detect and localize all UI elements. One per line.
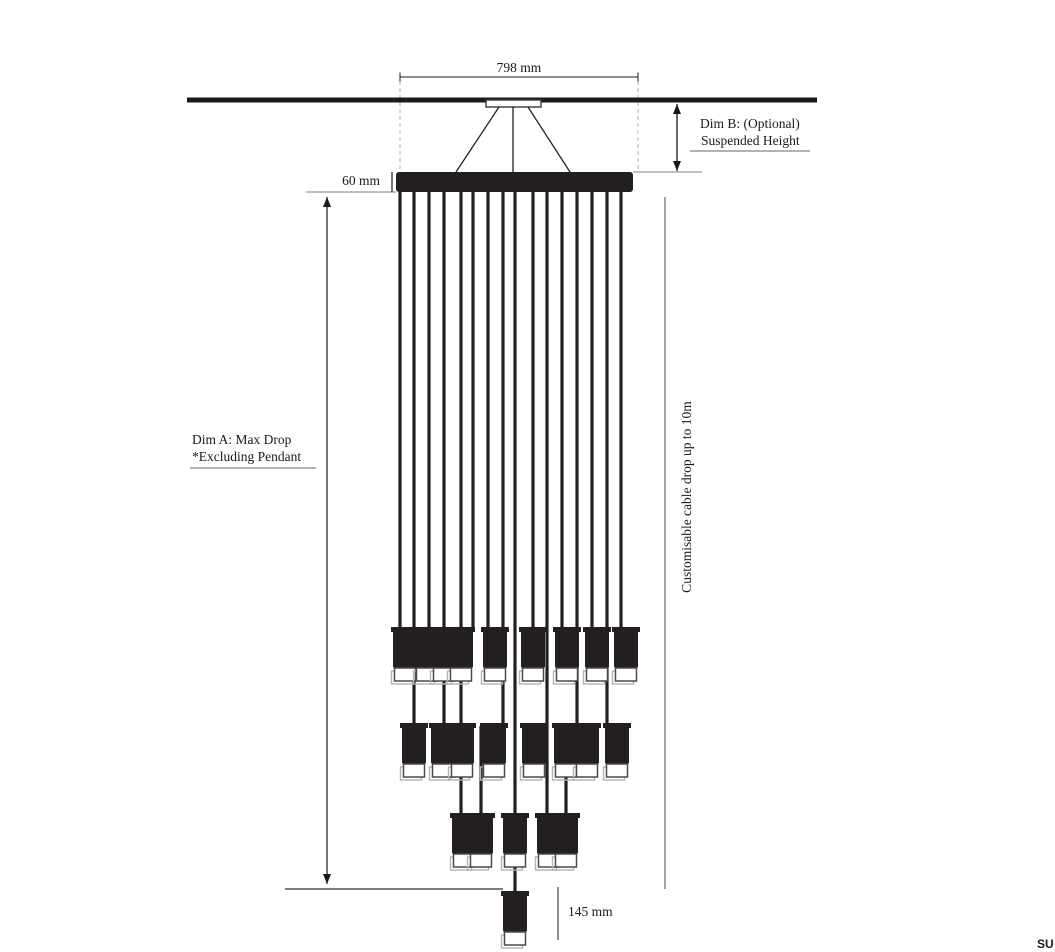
pendant-height-dimension-label: 145 mm <box>568 904 613 919</box>
pendant-body <box>449 630 473 668</box>
pendant-body <box>402 726 426 764</box>
pendant-row3 <box>551 813 580 871</box>
pendant-cap <box>391 627 419 632</box>
pendant-cap <box>603 723 631 728</box>
pendant-cap <box>413 627 441 632</box>
pendant-cap <box>447 627 475 632</box>
pendant-body <box>585 630 609 668</box>
pendant-diffuser <box>575 763 599 778</box>
dim-a-label-line1: Dim A: Max Drop <box>192 432 292 447</box>
pendant-cap <box>448 723 476 728</box>
pendant-body <box>521 630 545 668</box>
pendant-row1 <box>390 627 419 685</box>
bar-height-dimension-label: 60 mm <box>342 173 380 188</box>
pendant-row1 <box>582 627 611 685</box>
logo-text: SU <box>1037 937 1054 951</box>
pendant-row2 <box>602 723 631 781</box>
pendant-diffuser <box>503 853 527 868</box>
dim-b-arrowhead-bottom <box>673 161 681 171</box>
pendant-body <box>554 726 578 764</box>
pendant-diffuser <box>521 667 545 682</box>
pendant-body <box>431 726 455 764</box>
pendant-cap <box>553 627 581 632</box>
pendant-diffuser <box>605 763 629 778</box>
pendant-diffuser <box>554 853 578 868</box>
dim-b-label-line1: Dim B: (Optional) <box>700 116 800 131</box>
pendant-diffuser <box>614 667 638 682</box>
pendant-cap <box>501 891 529 896</box>
pendant-row4 <box>500 891 529 949</box>
pendant-body <box>575 726 599 764</box>
pendant-cap <box>467 813 495 818</box>
pendant-row1 <box>611 627 640 685</box>
pendant-cap <box>430 627 458 632</box>
pendant-row3 <box>466 813 495 871</box>
pendant-diffuser <box>555 667 579 682</box>
pendant-cap <box>519 627 547 632</box>
pendant-body <box>554 816 578 854</box>
pendant-body <box>503 816 527 854</box>
pendant-body <box>605 726 629 764</box>
pendant-cap <box>612 627 640 632</box>
pendant-body <box>614 630 638 668</box>
pendant-row1 <box>518 627 547 685</box>
dim-a-label-line2: *Excluding Pendant <box>192 449 302 464</box>
pendant-body <box>450 726 474 764</box>
pendant-row2 <box>428 723 457 781</box>
dim-a-arrowhead-top <box>323 197 331 207</box>
pendant-cap <box>520 723 548 728</box>
pendant-diffuser <box>585 667 609 682</box>
pendant-diffuser <box>450 763 474 778</box>
pendant-cap <box>450 813 478 818</box>
pendant-cap <box>481 627 509 632</box>
pendant-row2 <box>399 723 428 781</box>
pendant-row2 <box>479 723 508 781</box>
suspension-wire-3 <box>527 106 571 173</box>
pendant-row2 <box>447 723 476 781</box>
pendant-diffuser <box>469 853 493 868</box>
width-dimension-label: 798 mm <box>496 60 542 75</box>
pendant-cap <box>573 723 601 728</box>
pendant-cap <box>400 723 428 728</box>
pendant-body <box>522 726 546 764</box>
pendant-body <box>555 630 579 668</box>
pendant-body <box>469 816 493 854</box>
pendant-row2 <box>519 723 548 781</box>
pendant-diffuser <box>402 763 426 778</box>
pendant-diffuser <box>522 763 546 778</box>
pendant-body <box>482 726 506 764</box>
pendant-row1 <box>552 627 581 685</box>
pendant-body <box>393 630 417 668</box>
ceiling-canopy <box>485 99 542 108</box>
dim-b-label-line2: Suspended Height <box>701 133 800 148</box>
pendant-row3 <box>500 813 529 871</box>
pendant-row1 <box>480 627 509 685</box>
pendant-diffuser <box>431 763 455 778</box>
dim-b-arrowhead-top <box>673 104 681 114</box>
dim-a-arrowhead-bottom <box>323 874 331 884</box>
pendant-diffuser <box>503 931 527 946</box>
pendant-diffuser <box>483 667 507 682</box>
pendant-cap <box>552 723 580 728</box>
pendant-row1 <box>446 627 475 685</box>
pendant-cap <box>583 627 611 632</box>
suspension-wire-1 <box>455 106 500 173</box>
pendant-cap <box>429 723 457 728</box>
pendant-cap <box>480 723 508 728</box>
pendant-row2 <box>572 723 601 781</box>
pendant-body <box>503 894 527 932</box>
pendant-diffuser <box>393 667 417 682</box>
pendant-body <box>483 630 507 668</box>
pendant-diffuser <box>482 763 506 778</box>
chandelier-top-bar <box>396 172 633 192</box>
pendant-diffuser <box>449 667 473 682</box>
pendant-cap <box>552 813 580 818</box>
pendant-cap <box>535 813 563 818</box>
pendant-row2 <box>551 723 580 781</box>
cable-drop-note: Customisable cable drop up to 10m <box>679 401 694 593</box>
pendant-cap <box>501 813 529 818</box>
